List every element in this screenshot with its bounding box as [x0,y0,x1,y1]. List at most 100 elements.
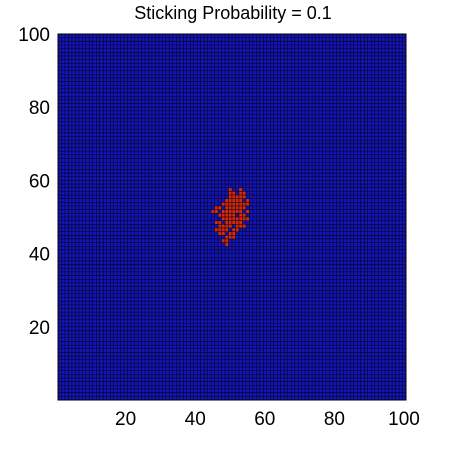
x-tick-label-40: 40 [185,409,206,430]
aggregate-cell [231,213,236,218]
aggregate-cell [245,216,250,221]
aggregate-cell [235,205,240,210]
aggregate-cell [217,224,222,229]
aggregate-cell [238,187,243,192]
aggregate-cell [224,209,229,214]
aggregate-cell [224,213,229,218]
aggregate-cell [217,213,222,218]
aggregate-cell [228,202,233,207]
aggregate-cell [228,198,233,203]
aggregate-cell [231,227,236,232]
aggregate-cell [245,202,250,207]
aggregate-cell [228,224,233,229]
aggregate-cell [235,198,240,203]
aggregate-cell [231,202,236,207]
aggregate-cell [242,213,247,218]
grid-lines [57,33,407,401]
aggregate-cell [231,231,236,236]
y-tick-label-40: 40 [29,245,50,266]
aggregate-cell [228,231,233,236]
aggregate-cell [228,213,233,218]
aggregate-cell [231,198,236,203]
aggregate-cell [242,202,247,207]
aggregate-cell [214,205,219,210]
aggregate-cell [221,213,226,218]
chart-title: Sticking Probability = 0.1 [134,3,332,23]
aggregate-cell [228,205,233,210]
y-tick-label-80: 80 [29,98,50,119]
aggregate-cell [242,216,247,221]
plot-frame [57,33,407,401]
aggregate-cell [228,191,233,196]
aggregate-cell [224,235,229,240]
aggregate-cell [235,202,240,207]
aggregate-cell [228,209,233,214]
x-tick-label-20: 20 [115,409,136,430]
y-tick-label-20: 20 [29,318,50,339]
aggregate-cell [235,220,240,225]
aggregate-cell [231,194,236,199]
aggregate-cell [221,227,226,232]
aggregate-cell [238,198,243,203]
aggregate-cell [228,194,233,199]
aggregate-cell [224,242,229,247]
aggregate-cell [238,205,243,210]
aggregate-cell [221,202,226,207]
aggregate-cell [231,220,236,225]
aggregate-cell [221,238,226,243]
aggregate-cell [231,191,236,196]
aggregate-cell [221,224,226,229]
aggregate-cell [224,205,229,210]
aggregate-cell [235,227,240,232]
aggregate-cell [228,220,233,225]
aggregate-cell [245,198,250,203]
aggregate-cell [235,194,240,199]
aggregate-cell [221,231,226,236]
aggregate-cell [231,216,236,221]
aggregate-cell [228,187,233,192]
aggregate-cell [242,205,247,210]
aggregate-cell [210,209,215,214]
aggregate-cell [224,227,229,232]
plot-area [57,33,407,401]
aggregate-cell [235,209,240,214]
aggregate-cell [214,220,219,225]
aggregate-cell [242,194,247,199]
aggregate-cell [228,235,233,240]
aggregate-cell [238,220,243,225]
aggregate-cell [238,216,243,221]
aggregate-cell [217,205,222,210]
aggregate-cell [217,227,222,232]
aggregate-cell [214,209,219,214]
aggregate-cell [242,191,247,196]
aggregate-cell [228,216,233,221]
x-tick-label-100: 100 [388,409,420,430]
aggregate-cell [235,224,240,229]
aggregate-cell [242,224,247,229]
x-tick-label-60: 60 [254,409,275,430]
aggregate-cell [221,216,226,221]
aggregate-cell [231,209,236,214]
aggregate-cell [217,220,222,225]
aggregate-cell [224,202,229,207]
aggregate-cell [221,209,226,214]
aggregate-cell [224,238,229,243]
aggregate-cell [238,213,243,218]
x-axis: 20 40 60 80 100 [115,409,420,430]
aggregate-cell [238,194,243,199]
aggregate-cell [224,224,229,229]
y-tick-label-100: 100 [18,25,50,46]
aggregate-cell [238,209,243,214]
aggregate-cell [238,191,243,196]
aggregate-cell [231,205,236,210]
aggregate-cell [224,198,229,203]
aggregate-cell [238,202,243,207]
aggregate-cell [238,224,243,229]
aggregate-cell [214,227,219,232]
aggregate-cell [224,216,229,221]
aggregate-cell [235,216,240,221]
aggregate-cell [224,220,229,225]
aggregate-cell [245,209,250,214]
aggregate-cell [231,235,236,240]
